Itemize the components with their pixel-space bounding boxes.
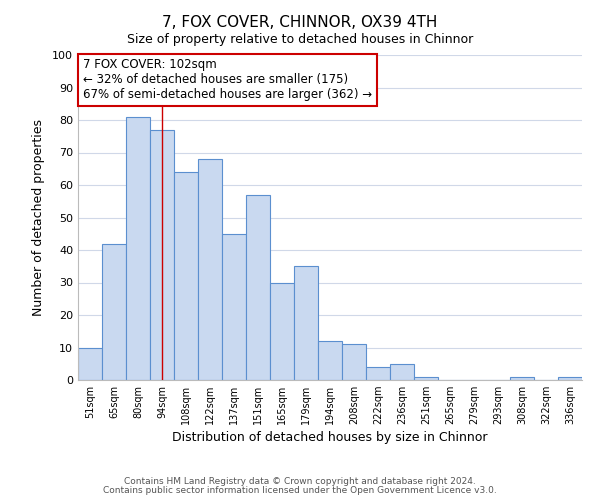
Bar (294, 266, 318, 380)
Bar (78, 348, 102, 380)
Bar (246, 194, 270, 380)
Text: Size of property relative to detached houses in Chinnor: Size of property relative to detached ho… (127, 32, 473, 46)
Bar (174, 172, 198, 380)
Bar (510, 377, 534, 380)
Text: Contains public sector information licensed under the Open Government Licence v3: Contains public sector information licen… (103, 486, 497, 495)
Bar (198, 159, 222, 380)
Bar (366, 367, 390, 380)
Bar (126, 116, 150, 380)
Bar (342, 344, 366, 380)
X-axis label: Distribution of detached houses by size in Chinnor: Distribution of detached houses by size … (172, 432, 488, 444)
Bar (102, 244, 126, 380)
Bar (222, 234, 246, 380)
Y-axis label: Number of detached properties: Number of detached properties (32, 119, 45, 316)
Text: 7 FOX COVER: 102sqm
← 32% of detached houses are smaller (175)
67% of semi-detac: 7 FOX COVER: 102sqm ← 32% of detached ho… (83, 58, 372, 101)
Bar (558, 377, 582, 380)
Bar (390, 364, 414, 380)
Text: 7, FOX COVER, CHINNOR, OX39 4TH: 7, FOX COVER, CHINNOR, OX39 4TH (163, 15, 437, 30)
Text: Contains HM Land Registry data © Crown copyright and database right 2024.: Contains HM Land Registry data © Crown c… (124, 477, 476, 486)
Bar (414, 377, 438, 380)
Bar (318, 341, 342, 380)
Bar (270, 282, 294, 380)
Bar (150, 130, 174, 380)
